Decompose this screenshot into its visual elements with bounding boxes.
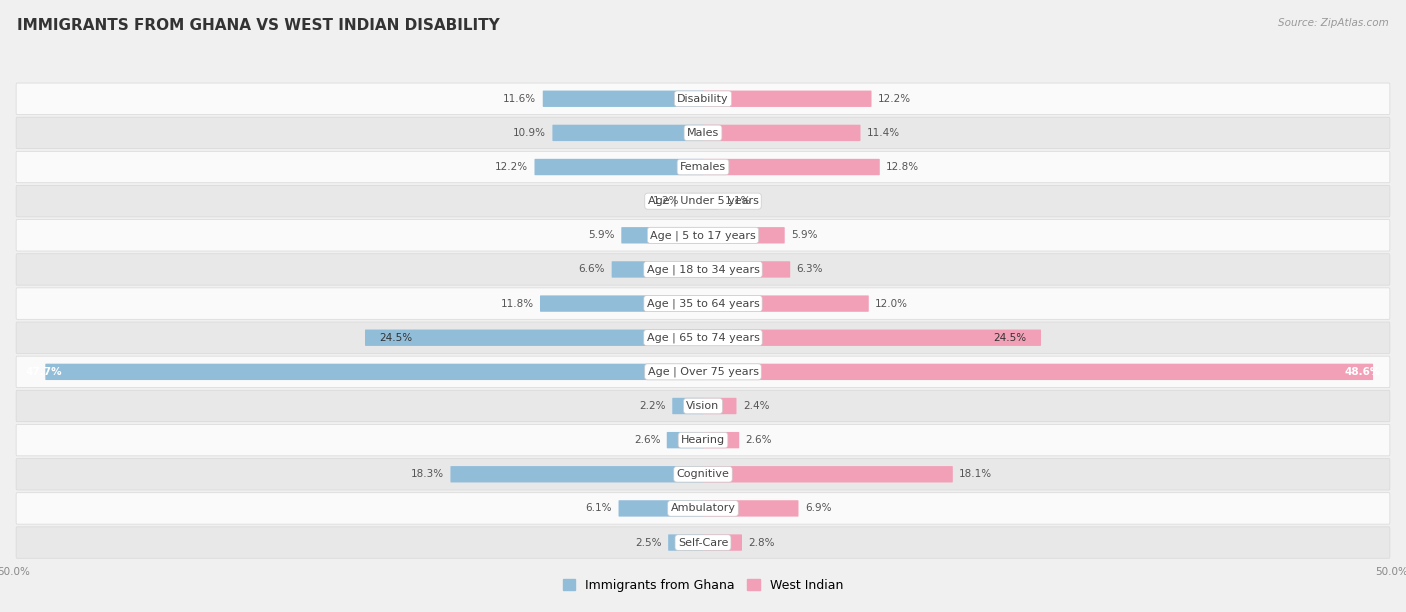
Text: 2.6%: 2.6% <box>634 435 661 445</box>
Text: 6.6%: 6.6% <box>579 264 605 274</box>
Text: 12.2%: 12.2% <box>877 94 911 104</box>
FancyBboxPatch shape <box>15 288 1391 319</box>
FancyBboxPatch shape <box>703 466 953 482</box>
FancyBboxPatch shape <box>703 227 785 244</box>
FancyBboxPatch shape <box>15 254 1391 285</box>
FancyBboxPatch shape <box>450 466 703 482</box>
FancyBboxPatch shape <box>540 296 703 312</box>
FancyBboxPatch shape <box>703 193 718 209</box>
Text: 12.0%: 12.0% <box>875 299 908 308</box>
Text: Females: Females <box>681 162 725 172</box>
Text: Disability: Disability <box>678 94 728 104</box>
FancyBboxPatch shape <box>621 227 703 244</box>
Text: Source: ZipAtlas.com: Source: ZipAtlas.com <box>1278 18 1389 28</box>
Text: 18.1%: 18.1% <box>959 469 993 479</box>
Text: 11.6%: 11.6% <box>503 94 536 104</box>
Legend: Immigrants from Ghana, West Indian: Immigrants from Ghana, West Indian <box>558 574 848 597</box>
FancyBboxPatch shape <box>15 356 1391 387</box>
FancyBboxPatch shape <box>703 261 790 278</box>
FancyBboxPatch shape <box>703 534 742 551</box>
FancyBboxPatch shape <box>612 261 703 278</box>
FancyBboxPatch shape <box>543 91 703 107</box>
Text: Age | 5 to 17 years: Age | 5 to 17 years <box>650 230 756 241</box>
FancyBboxPatch shape <box>15 425 1391 456</box>
FancyBboxPatch shape <box>15 493 1391 524</box>
FancyBboxPatch shape <box>703 329 1040 346</box>
Text: 2.4%: 2.4% <box>742 401 769 411</box>
Text: 6.3%: 6.3% <box>797 264 823 274</box>
FancyBboxPatch shape <box>15 117 1391 149</box>
Text: 11.8%: 11.8% <box>501 299 533 308</box>
FancyBboxPatch shape <box>15 527 1391 558</box>
FancyBboxPatch shape <box>703 500 799 517</box>
FancyBboxPatch shape <box>15 220 1391 251</box>
FancyBboxPatch shape <box>686 193 703 209</box>
Text: Cognitive: Cognitive <box>676 469 730 479</box>
FancyBboxPatch shape <box>15 83 1391 114</box>
Text: Age | 65 to 74 years: Age | 65 to 74 years <box>647 332 759 343</box>
FancyBboxPatch shape <box>703 432 740 449</box>
Text: 18.3%: 18.3% <box>411 469 444 479</box>
Text: 10.9%: 10.9% <box>513 128 546 138</box>
Text: Age | Under 5 years: Age | Under 5 years <box>648 196 758 206</box>
Text: 2.5%: 2.5% <box>636 537 662 548</box>
Text: Vision: Vision <box>686 401 720 411</box>
FancyBboxPatch shape <box>15 151 1391 183</box>
Text: 24.5%: 24.5% <box>994 333 1026 343</box>
FancyBboxPatch shape <box>45 364 703 380</box>
Text: 5.9%: 5.9% <box>588 230 614 241</box>
Text: 1.1%: 1.1% <box>725 196 752 206</box>
FancyBboxPatch shape <box>703 125 860 141</box>
FancyBboxPatch shape <box>703 296 869 312</box>
Text: 12.8%: 12.8% <box>886 162 920 172</box>
Text: Age | 18 to 34 years: Age | 18 to 34 years <box>647 264 759 275</box>
Text: IMMIGRANTS FROM GHANA VS WEST INDIAN DISABILITY: IMMIGRANTS FROM GHANA VS WEST INDIAN DIS… <box>17 18 499 34</box>
Text: 6.9%: 6.9% <box>806 504 831 513</box>
Text: 6.1%: 6.1% <box>585 504 612 513</box>
Text: 11.4%: 11.4% <box>868 128 900 138</box>
Text: 5.9%: 5.9% <box>792 230 818 241</box>
Text: Hearing: Hearing <box>681 435 725 445</box>
FancyBboxPatch shape <box>703 91 872 107</box>
FancyBboxPatch shape <box>553 125 703 141</box>
FancyBboxPatch shape <box>668 534 703 551</box>
FancyBboxPatch shape <box>672 398 703 414</box>
FancyBboxPatch shape <box>15 322 1391 353</box>
Text: Ambulatory: Ambulatory <box>671 504 735 513</box>
Text: 2.8%: 2.8% <box>748 537 775 548</box>
FancyBboxPatch shape <box>534 159 703 175</box>
FancyBboxPatch shape <box>15 390 1391 422</box>
Text: 12.2%: 12.2% <box>495 162 529 172</box>
Text: Males: Males <box>688 128 718 138</box>
Text: 2.6%: 2.6% <box>745 435 772 445</box>
FancyBboxPatch shape <box>703 364 1374 380</box>
FancyBboxPatch shape <box>703 159 880 175</box>
Text: Age | Over 75 years: Age | Over 75 years <box>648 367 758 377</box>
Text: 47.7%: 47.7% <box>25 367 62 377</box>
Text: 2.2%: 2.2% <box>640 401 666 411</box>
FancyBboxPatch shape <box>666 432 703 449</box>
FancyBboxPatch shape <box>366 329 703 346</box>
Text: 48.6%: 48.6% <box>1344 367 1381 377</box>
Text: 24.5%: 24.5% <box>380 333 412 343</box>
Text: Age | 35 to 64 years: Age | 35 to 64 years <box>647 298 759 309</box>
FancyBboxPatch shape <box>15 458 1391 490</box>
Text: Self-Care: Self-Care <box>678 537 728 548</box>
Text: 1.2%: 1.2% <box>652 196 679 206</box>
FancyBboxPatch shape <box>15 185 1391 217</box>
FancyBboxPatch shape <box>703 398 737 414</box>
FancyBboxPatch shape <box>619 500 703 517</box>
